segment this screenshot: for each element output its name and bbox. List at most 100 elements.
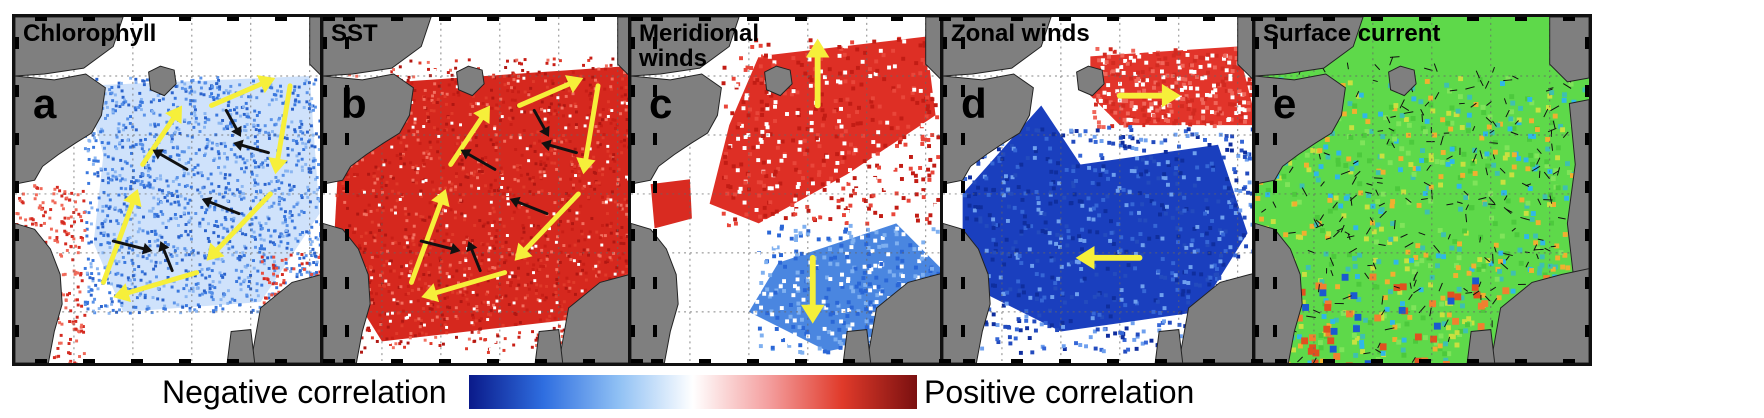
frame-tick	[961, 133, 965, 145]
frame-tick	[15, 181, 19, 193]
frame-tick	[699, 359, 711, 363]
frame-tick	[343, 17, 355, 21]
frame-tick	[583, 359, 595, 363]
frame-tick	[1255, 133, 1259, 145]
frame-tick	[653, 85, 657, 97]
panel-letter: a	[33, 80, 57, 127]
frame-tick	[323, 359, 335, 363]
frame-tick	[939, 17, 951, 21]
frame-tick	[943, 229, 947, 241]
frame-tick	[1273, 325, 1277, 337]
frame-tick	[1275, 17, 1287, 21]
frame-tick	[1273, 37, 1277, 49]
frame-tick	[323, 277, 327, 289]
frame-tick	[1251, 359, 1263, 363]
frame-tick	[939, 359, 951, 363]
frame-tick	[1011, 359, 1023, 363]
frame-tick	[15, 133, 19, 145]
frame-tick	[487, 17, 499, 21]
frame-tick	[961, 181, 965, 193]
frame-tick	[631, 181, 635, 193]
frame-tick	[1273, 133, 1277, 145]
frame-tick	[439, 359, 451, 363]
frame-tick	[15, 325, 19, 337]
frame-tick	[1059, 359, 1071, 363]
frame-tick	[131, 359, 143, 363]
frame-tick	[15, 229, 19, 241]
frame-tick	[345, 85, 349, 97]
frame-tick	[15, 277, 19, 289]
surface-current-map	[1255, 17, 1589, 363]
frame-tick	[275, 359, 287, 363]
frame-tick	[961, 37, 965, 49]
frame-tick	[699, 17, 711, 21]
flow-arrow	[517, 75, 584, 108]
frame-tick	[1467, 359, 1479, 363]
flow-arrow	[158, 241, 174, 273]
frame-tick	[15, 37, 19, 49]
flow-arrow	[541, 139, 578, 155]
frame-tick	[1515, 359, 1527, 363]
flow-arrow	[268, 83, 293, 175]
flow-arrow	[206, 191, 273, 261]
frame-tick	[747, 359, 759, 363]
frame-tick	[1203, 359, 1215, 363]
frame-tick	[1251, 17, 1263, 21]
flow-arrow	[805, 38, 830, 109]
frame-tick	[1203, 17, 1215, 21]
frame-tick	[653, 277, 657, 289]
frame-tick	[943, 133, 947, 145]
frame-tick	[1563, 359, 1575, 363]
frame-tick	[1419, 17, 1431, 21]
frame-tick	[1585, 181, 1589, 193]
frame-tick	[1585, 277, 1589, 289]
frame-tick	[345, 181, 349, 193]
panel-letter: d	[961, 80, 987, 127]
panel-surface-current: Surface current e	[1252, 14, 1592, 366]
frame-tick	[15, 85, 19, 97]
frame-tick	[891, 359, 903, 363]
frame-tick	[131, 17, 143, 21]
frame-tick	[227, 359, 239, 363]
flow-arrow	[1116, 83, 1181, 108]
frame-tick	[631, 37, 635, 49]
zonal-winds-map	[943, 17, 1277, 363]
frame-tick	[1107, 359, 1119, 363]
frame-tick	[35, 359, 47, 363]
frame-tick	[1273, 85, 1277, 97]
frame-tick	[943, 37, 947, 49]
flow-arrow	[514, 191, 581, 261]
speckle-field	[719, 36, 950, 228]
flow-arrow	[113, 270, 200, 303]
frame-tick	[1467, 17, 1479, 21]
frame-tick	[961, 277, 965, 289]
panel-title: Meridional winds	[639, 20, 760, 72]
frame-tick	[345, 277, 349, 289]
flow-arrow	[209, 75, 276, 108]
frame-tick	[1563, 17, 1575, 21]
frame-tick	[1255, 181, 1259, 193]
frame-tick	[631, 229, 635, 241]
flow-arrow	[460, 149, 497, 171]
flow-arrow	[466, 241, 482, 273]
frame-tick	[943, 277, 947, 289]
frame-tick	[653, 37, 657, 49]
frame-tick	[653, 133, 657, 145]
frame-tick	[391, 359, 403, 363]
frame-tick	[179, 359, 191, 363]
panel-zonal-winds: Zonal winds d	[940, 14, 1280, 366]
frame-tick	[1155, 17, 1167, 21]
panel-chlorophyll: Chlorophyll a	[12, 14, 352, 366]
frame-tick	[1323, 17, 1335, 21]
chlorophyll-map	[15, 17, 349, 363]
frame-tick	[1371, 359, 1383, 363]
frame-tick	[653, 229, 657, 241]
flow-arrow	[140, 105, 182, 167]
frame-tick	[345, 325, 349, 337]
frame-tick	[1273, 229, 1277, 241]
frame-tick	[583, 17, 595, 21]
frame-tick	[943, 181, 947, 193]
frame-tick	[795, 17, 807, 21]
frame-tick	[323, 181, 327, 193]
frame-tick	[323, 133, 327, 145]
